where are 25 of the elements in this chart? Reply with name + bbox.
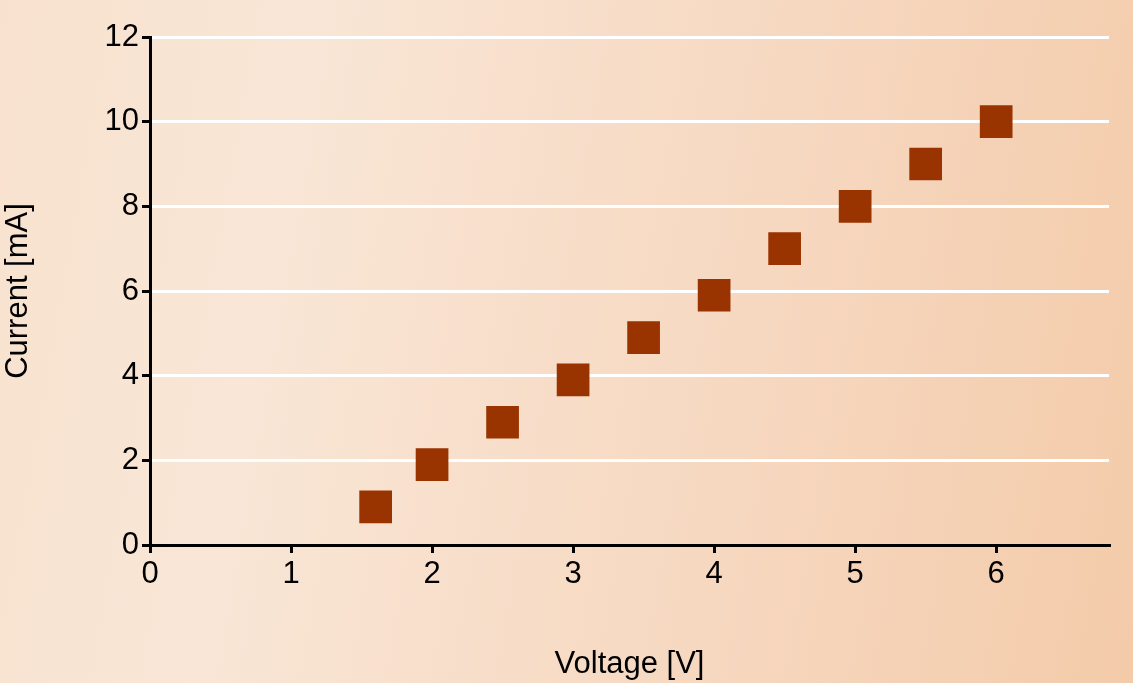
x-tick-label: 6 xyxy=(987,555,1005,591)
point xyxy=(838,189,872,223)
point xyxy=(979,105,1013,139)
point xyxy=(697,278,731,312)
x-axis-title: Voltage [V] xyxy=(554,644,705,680)
point xyxy=(486,405,519,439)
point xyxy=(359,490,392,524)
y-tick-label: 6 xyxy=(121,271,139,307)
point xyxy=(415,448,449,481)
y-tick-label: 2 xyxy=(121,440,139,476)
y-tick-label: 12 xyxy=(104,17,139,53)
point xyxy=(909,147,943,181)
y-tick-label: 0 xyxy=(121,525,139,561)
y-tick-label: 10 xyxy=(104,102,139,138)
point xyxy=(768,232,801,266)
y-axis-title: Current [mA] xyxy=(0,203,35,379)
point xyxy=(627,321,660,354)
y-tick-label: 4 xyxy=(121,356,139,392)
y-tick-label: 8 xyxy=(121,186,139,222)
x-tick-label: 1 xyxy=(282,555,300,591)
x-tick-label: 5 xyxy=(846,555,864,591)
x-tick-label: 4 xyxy=(705,555,723,591)
x-tick-label: 3 xyxy=(564,555,582,591)
point xyxy=(556,363,590,397)
x-tick-label: 2 xyxy=(423,555,441,591)
